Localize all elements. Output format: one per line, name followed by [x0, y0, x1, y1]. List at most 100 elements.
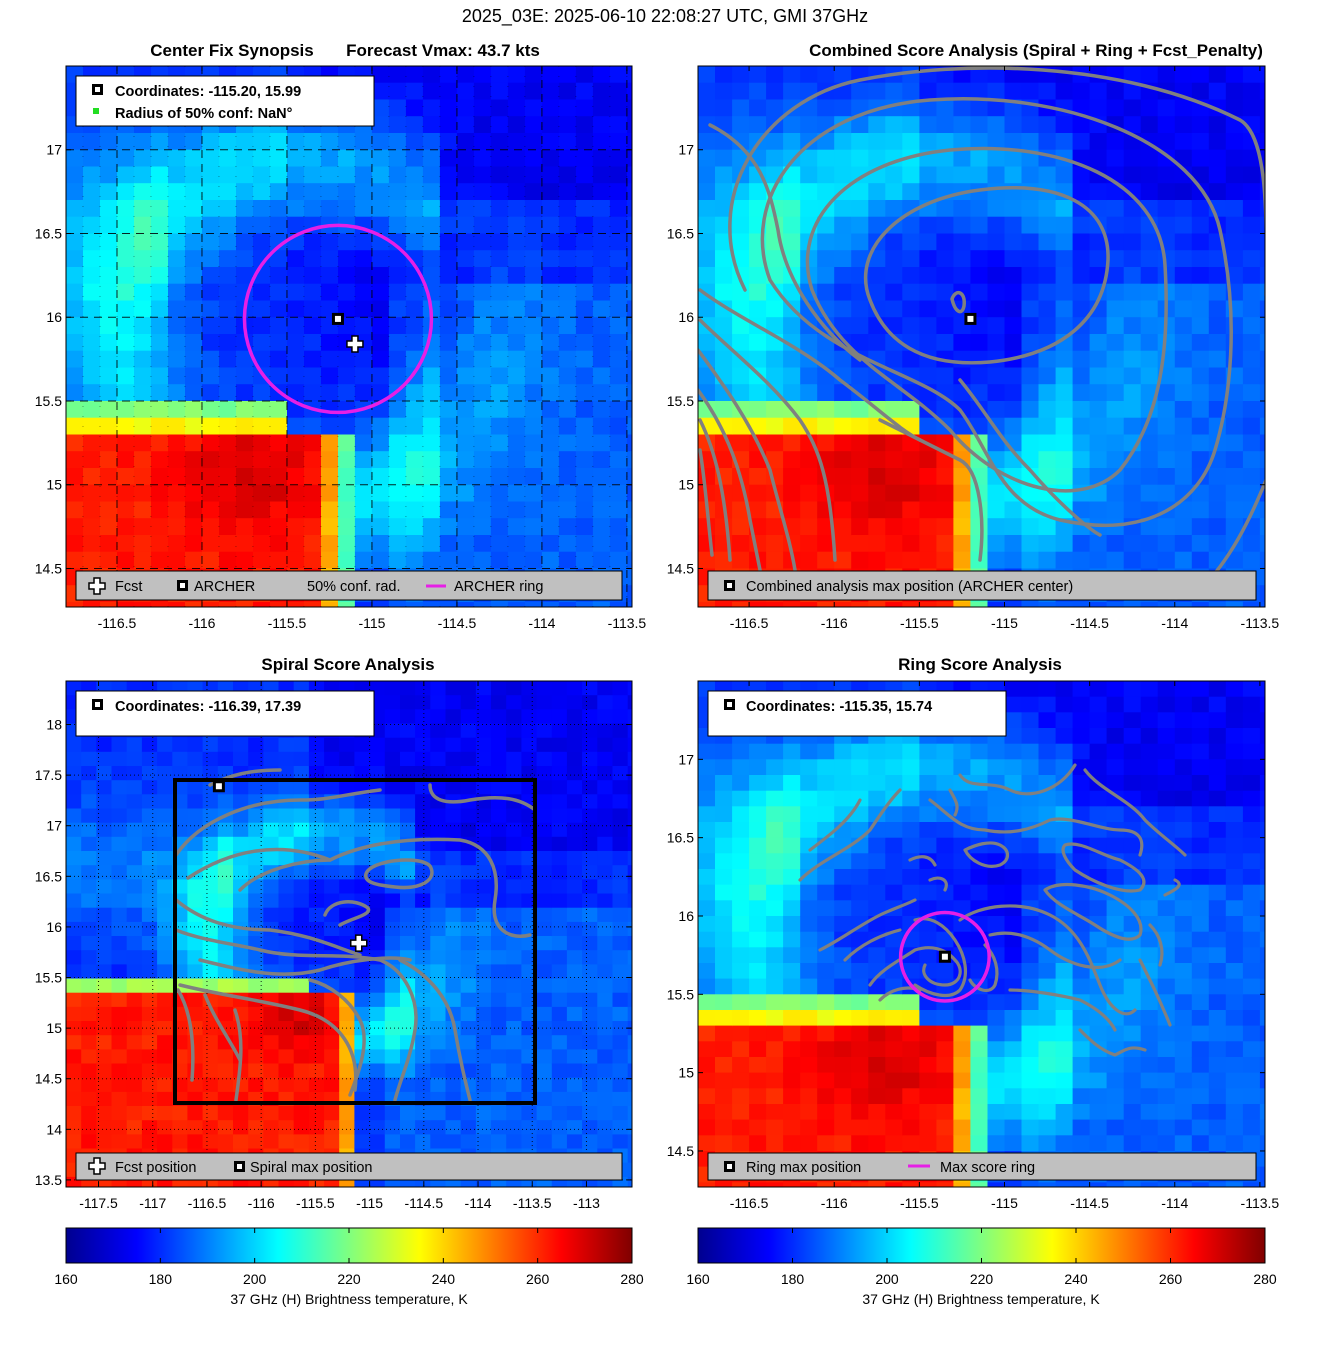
y-tick-label: 16.5	[667, 225, 694, 241]
colorbar-tick-label: 280	[620, 1271, 644, 1287]
panel3-coordinates: Coordinates: -116.39, 17.39	[115, 699, 301, 715]
panel3-legend	[75, 1152, 623, 1181]
y-tick-label: 15	[46, 477, 62, 493]
legend-combined-max: Combined analysis max position (ARCHER c…	[746, 579, 1073, 595]
y-tick-label: 16	[678, 908, 694, 924]
ring-marker-icon-inner	[727, 702, 732, 707]
panel3-title: Spiral Score Analysis	[261, 655, 434, 674]
legend-max-score-ring: Max score ring	[940, 1160, 1035, 1176]
colorbar-tick-label: 180	[781, 1271, 805, 1287]
panel1-title: Center Fix Synopsis	[150, 41, 313, 60]
x-tick-label: -115	[991, 615, 1018, 631]
panel4-ticks: -116.5 -116 -115.5 -115 -114.5 -114 -113.5 14.5…	[667, 681, 1280, 1211]
y-tick-label: 13.5	[35, 1172, 62, 1188]
colorbar-right-ticks: 160 180 200 220 240 260 280	[686, 1228, 1277, 1287]
x-tick-label: -115.5	[900, 615, 939, 631]
panel1-radius: Radius of 50% conf: NaN°	[115, 106, 293, 122]
legend-fcst: Fcst	[115, 579, 142, 595]
figure-title: 2025_03E: 2025-06-10 22:08:27 UTC, GMI 3…	[462, 6, 868, 27]
x-tick-label: -117.5	[79, 1195, 118, 1211]
y-tick-label: 15	[46, 1020, 62, 1036]
x-tick-label: -116.5	[98, 615, 137, 631]
x-tick-label: -114.5	[1070, 1195, 1109, 1211]
colorbar-right-label: 37 GHz (H) Brightness temperature, K	[862, 1291, 1100, 1307]
x-tick-label: -116	[248, 1195, 275, 1211]
x-tick-label: -113	[573, 1195, 600, 1211]
y-tick-label: 15.5	[667, 986, 694, 1002]
archer-ring	[242, 223, 434, 415]
panel2-legend	[707, 570, 1257, 601]
forecast-marker	[346, 335, 364, 353]
ring-max-legend-icon-inner	[727, 1164, 732, 1169]
panel1-coordinates: Coordinates: -115.20, 15.99	[115, 84, 301, 100]
ring-max-marker-inner	[941, 953, 948, 960]
panel4-title: Ring Score Analysis	[898, 655, 1062, 674]
combined-max-icon-inner	[727, 583, 732, 588]
x-tick-label: -114	[465, 1195, 492, 1211]
x-tick-label: -115	[991, 1195, 1018, 1211]
x-tick-label: -116	[821, 1195, 848, 1211]
x-tick-label: -115.5	[268, 615, 307, 631]
panel-center-fix-synopsis: Center Fix Synopsis Forecast Vmax: 43.7 …	[35, 41, 647, 631]
colorbar-tick-label: 200	[875, 1271, 899, 1287]
colorbar-tick-label: 160	[686, 1271, 710, 1287]
y-tick-label: 14.5	[667, 560, 694, 576]
panel2-axes-box	[697, 65, 1266, 608]
colorbar-right: 160 180 200 220 240 260 280 37 GHz (H) Brightn…	[686, 1227, 1277, 1307]
panel1-heatmap	[66, 66, 632, 607]
y-tick-label: 17.5	[35, 767, 62, 783]
panel1-gridlines	[66, 66, 632, 607]
x-tick-label: -114.5	[1070, 615, 1109, 631]
panel4-axes-box	[697, 680, 1266, 1188]
y-tick-label: 17	[46, 818, 62, 834]
panel1-axes-box	[65, 65, 633, 608]
panel3-gridlines	[66, 681, 632, 1187]
y-tick-label: 15.5	[35, 970, 62, 986]
y-tick-label: 14	[46, 1121, 62, 1137]
x-tick-label: -116	[188, 615, 215, 631]
panel4-info-box	[707, 690, 1007, 737]
y-tick-label: 16	[46, 309, 62, 325]
legend-spiral-max: Spiral max position	[250, 1160, 373, 1176]
colorbar-left-bar	[65, 1227, 633, 1264]
colorbar-tick-label: 240	[1064, 1271, 1088, 1287]
x-tick-label: -113.5	[608, 615, 647, 631]
y-tick-label: 17	[678, 751, 694, 767]
colorbar-left-ticks: 160 180 200 220 240 260 280	[54, 1228, 644, 1287]
legend-archer-ring: ARCHER ring	[454, 579, 543, 595]
y-tick-label: 16.5	[35, 868, 62, 884]
panel4-heatmap	[698, 681, 1265, 1187]
y-tick-label: 15.5	[35, 393, 62, 409]
panel2-ticks: -116.5 -116 -115.5 -115 -114.5 -114 -113.5 14.5…	[667, 66, 1279, 631]
panel3-info-box	[75, 690, 375, 737]
x-tick-label: -117	[139, 1195, 166, 1211]
y-tick-label: 16.5	[35, 225, 62, 241]
colorbar-tick-label: 160	[54, 1271, 78, 1287]
panel4-coordinates: Coordinates: -115.35, 15.74	[746, 699, 932, 715]
x-tick-label: -116	[821, 615, 848, 631]
legend-conf-rad: 50% conf. rad.	[307, 579, 401, 595]
forecast-position-marker	[350, 934, 368, 952]
legend-ring-max: Ring max position	[746, 1160, 861, 1176]
max-score-ring	[898, 910, 991, 1003]
colorbar-tick-label: 280	[1253, 1271, 1277, 1287]
cross-icon	[88, 577, 106, 595]
panel1-vmax-title: Forecast Vmax: 43.7 kts	[346, 41, 540, 60]
spiral-legend-icon-inner	[237, 1164, 242, 1169]
colorbar-tick-label: 220	[970, 1271, 994, 1287]
spiral-marker-icon-inner	[95, 702, 100, 707]
green-dot-icon	[93, 108, 99, 114]
legend-fcst-position: Fcst position	[115, 1160, 196, 1176]
y-tick-label: 15.5	[667, 393, 694, 409]
x-tick-label: -113.5	[1241, 1195, 1280, 1211]
y-tick-label: 17	[46, 142, 62, 158]
x-tick-label: -115	[356, 1195, 383, 1211]
y-tick-label: 14.5	[667, 1143, 694, 1159]
x-tick-label: -116.5	[730, 1195, 769, 1211]
x-tick-label: -115.5	[296, 1195, 335, 1211]
x-tick-label: -113.5	[513, 1195, 552, 1211]
x-tick-label: -114	[528, 615, 555, 631]
combined-max-marker-inner	[967, 315, 974, 322]
y-tick-label: 16.5	[667, 830, 694, 846]
